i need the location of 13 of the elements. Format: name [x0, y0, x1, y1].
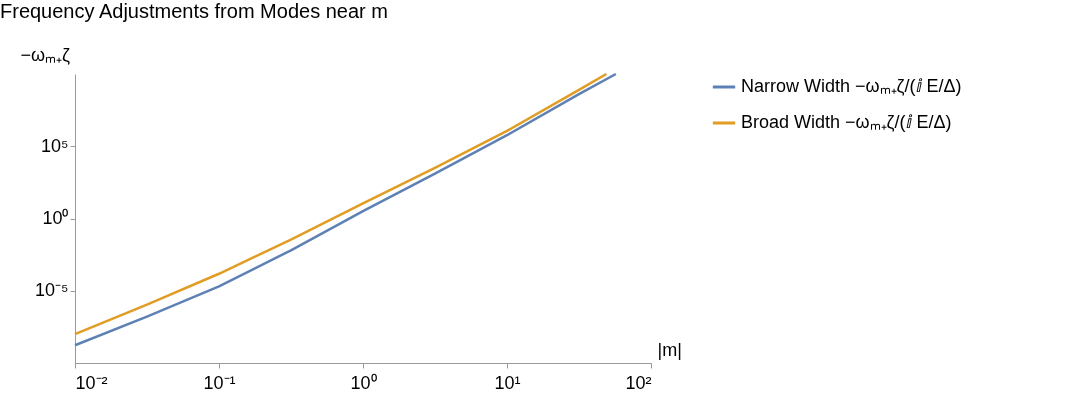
y-tick-label: 10⁰ [42, 208, 69, 228]
x-axis-title: |m| [657, 339, 682, 360]
legend-label: Broad Width −ωₘ₊ζ/(ⅈ E/Δ) [741, 112, 952, 132]
x-tick-label: 10⁰ [350, 372, 377, 393]
x-tick-label: 10² [625, 372, 652, 393]
x-tick-label: 10¹ [494, 372, 521, 393]
x-tick-label: 10⁻¹ [203, 372, 236, 393]
legend-label: Narrow Width −ωₘ₊ζ/(ⅈ E/Δ) [741, 76, 962, 96]
y-axis-title: −ωₘ₊ζ [20, 44, 71, 65]
y-tick-label: 10⁻⁵ [35, 280, 69, 301]
chart-title: Frequency Adjustments from Modes near m [0, 0, 388, 22]
x-tick-label: 10⁻² [75, 372, 108, 393]
y-tick-label: 10⁵ [41, 135, 69, 156]
